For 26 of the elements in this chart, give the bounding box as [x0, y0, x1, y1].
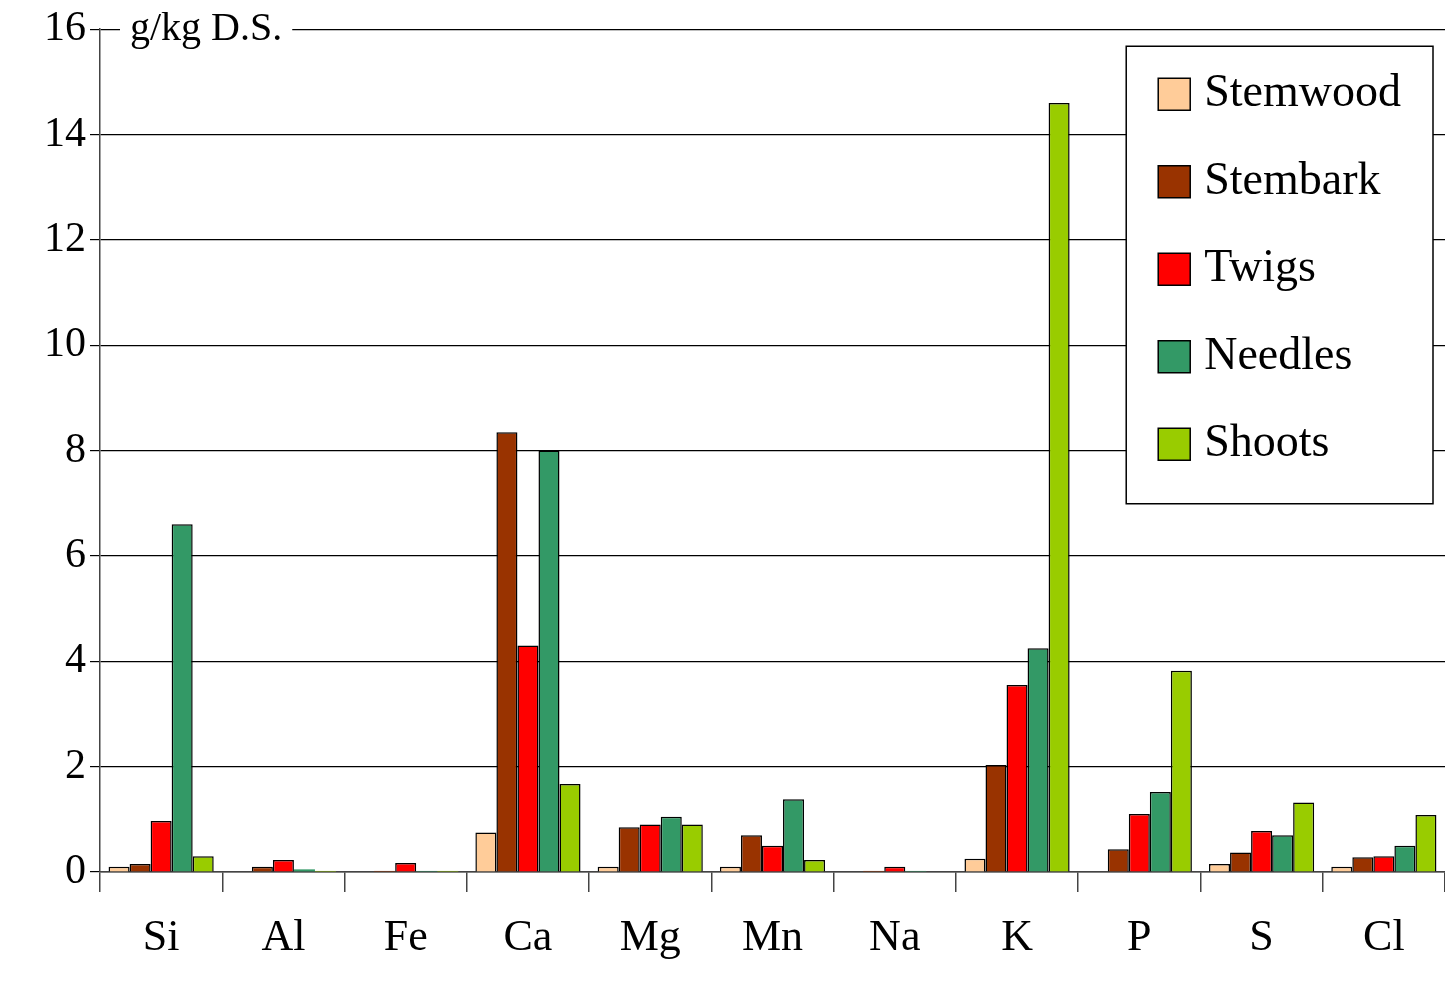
- x-tick-label: K: [1001, 910, 1034, 960]
- y-tick-label: 2: [65, 740, 86, 787]
- x-tick-label: Cl: [1363, 910, 1405, 960]
- y-tick-label: 14: [44, 108, 86, 155]
- x-tick-label: Mg: [619, 910, 681, 960]
- y-tick-label: 16: [44, 3, 86, 50]
- y-tick-label: 12: [44, 213, 86, 260]
- x-tick-label: Fe: [383, 910, 428, 960]
- legend-label: Shoots: [1204, 415, 1330, 467]
- x-tick-label: P: [1127, 910, 1152, 960]
- legend-label: Needles: [1204, 327, 1353, 379]
- x-tick-label: Al: [261, 910, 306, 960]
- legend-label: Stembark: [1204, 152, 1381, 204]
- x-tick-label: Ca: [503, 910, 553, 960]
- y-axis-title: g/kg D.S.: [130, 3, 283, 49]
- y-tick-label: 10: [44, 319, 86, 366]
- y-tick-label: 0: [65, 846, 86, 893]
- y-tick-label: 4: [65, 635, 86, 682]
- x-tick-label: S: [1249, 910, 1274, 960]
- x-tick-label: Si: [142, 910, 180, 960]
- legend-label: Stemwood: [1204, 65, 1401, 117]
- x-tick-label: Na: [869, 910, 921, 960]
- y-tick-label: 6: [65, 529, 86, 576]
- legend-label: Twigs: [1204, 240, 1317, 292]
- x-tick-label: Mn: [741, 910, 804, 960]
- y-tick-label: 8: [65, 424, 86, 471]
